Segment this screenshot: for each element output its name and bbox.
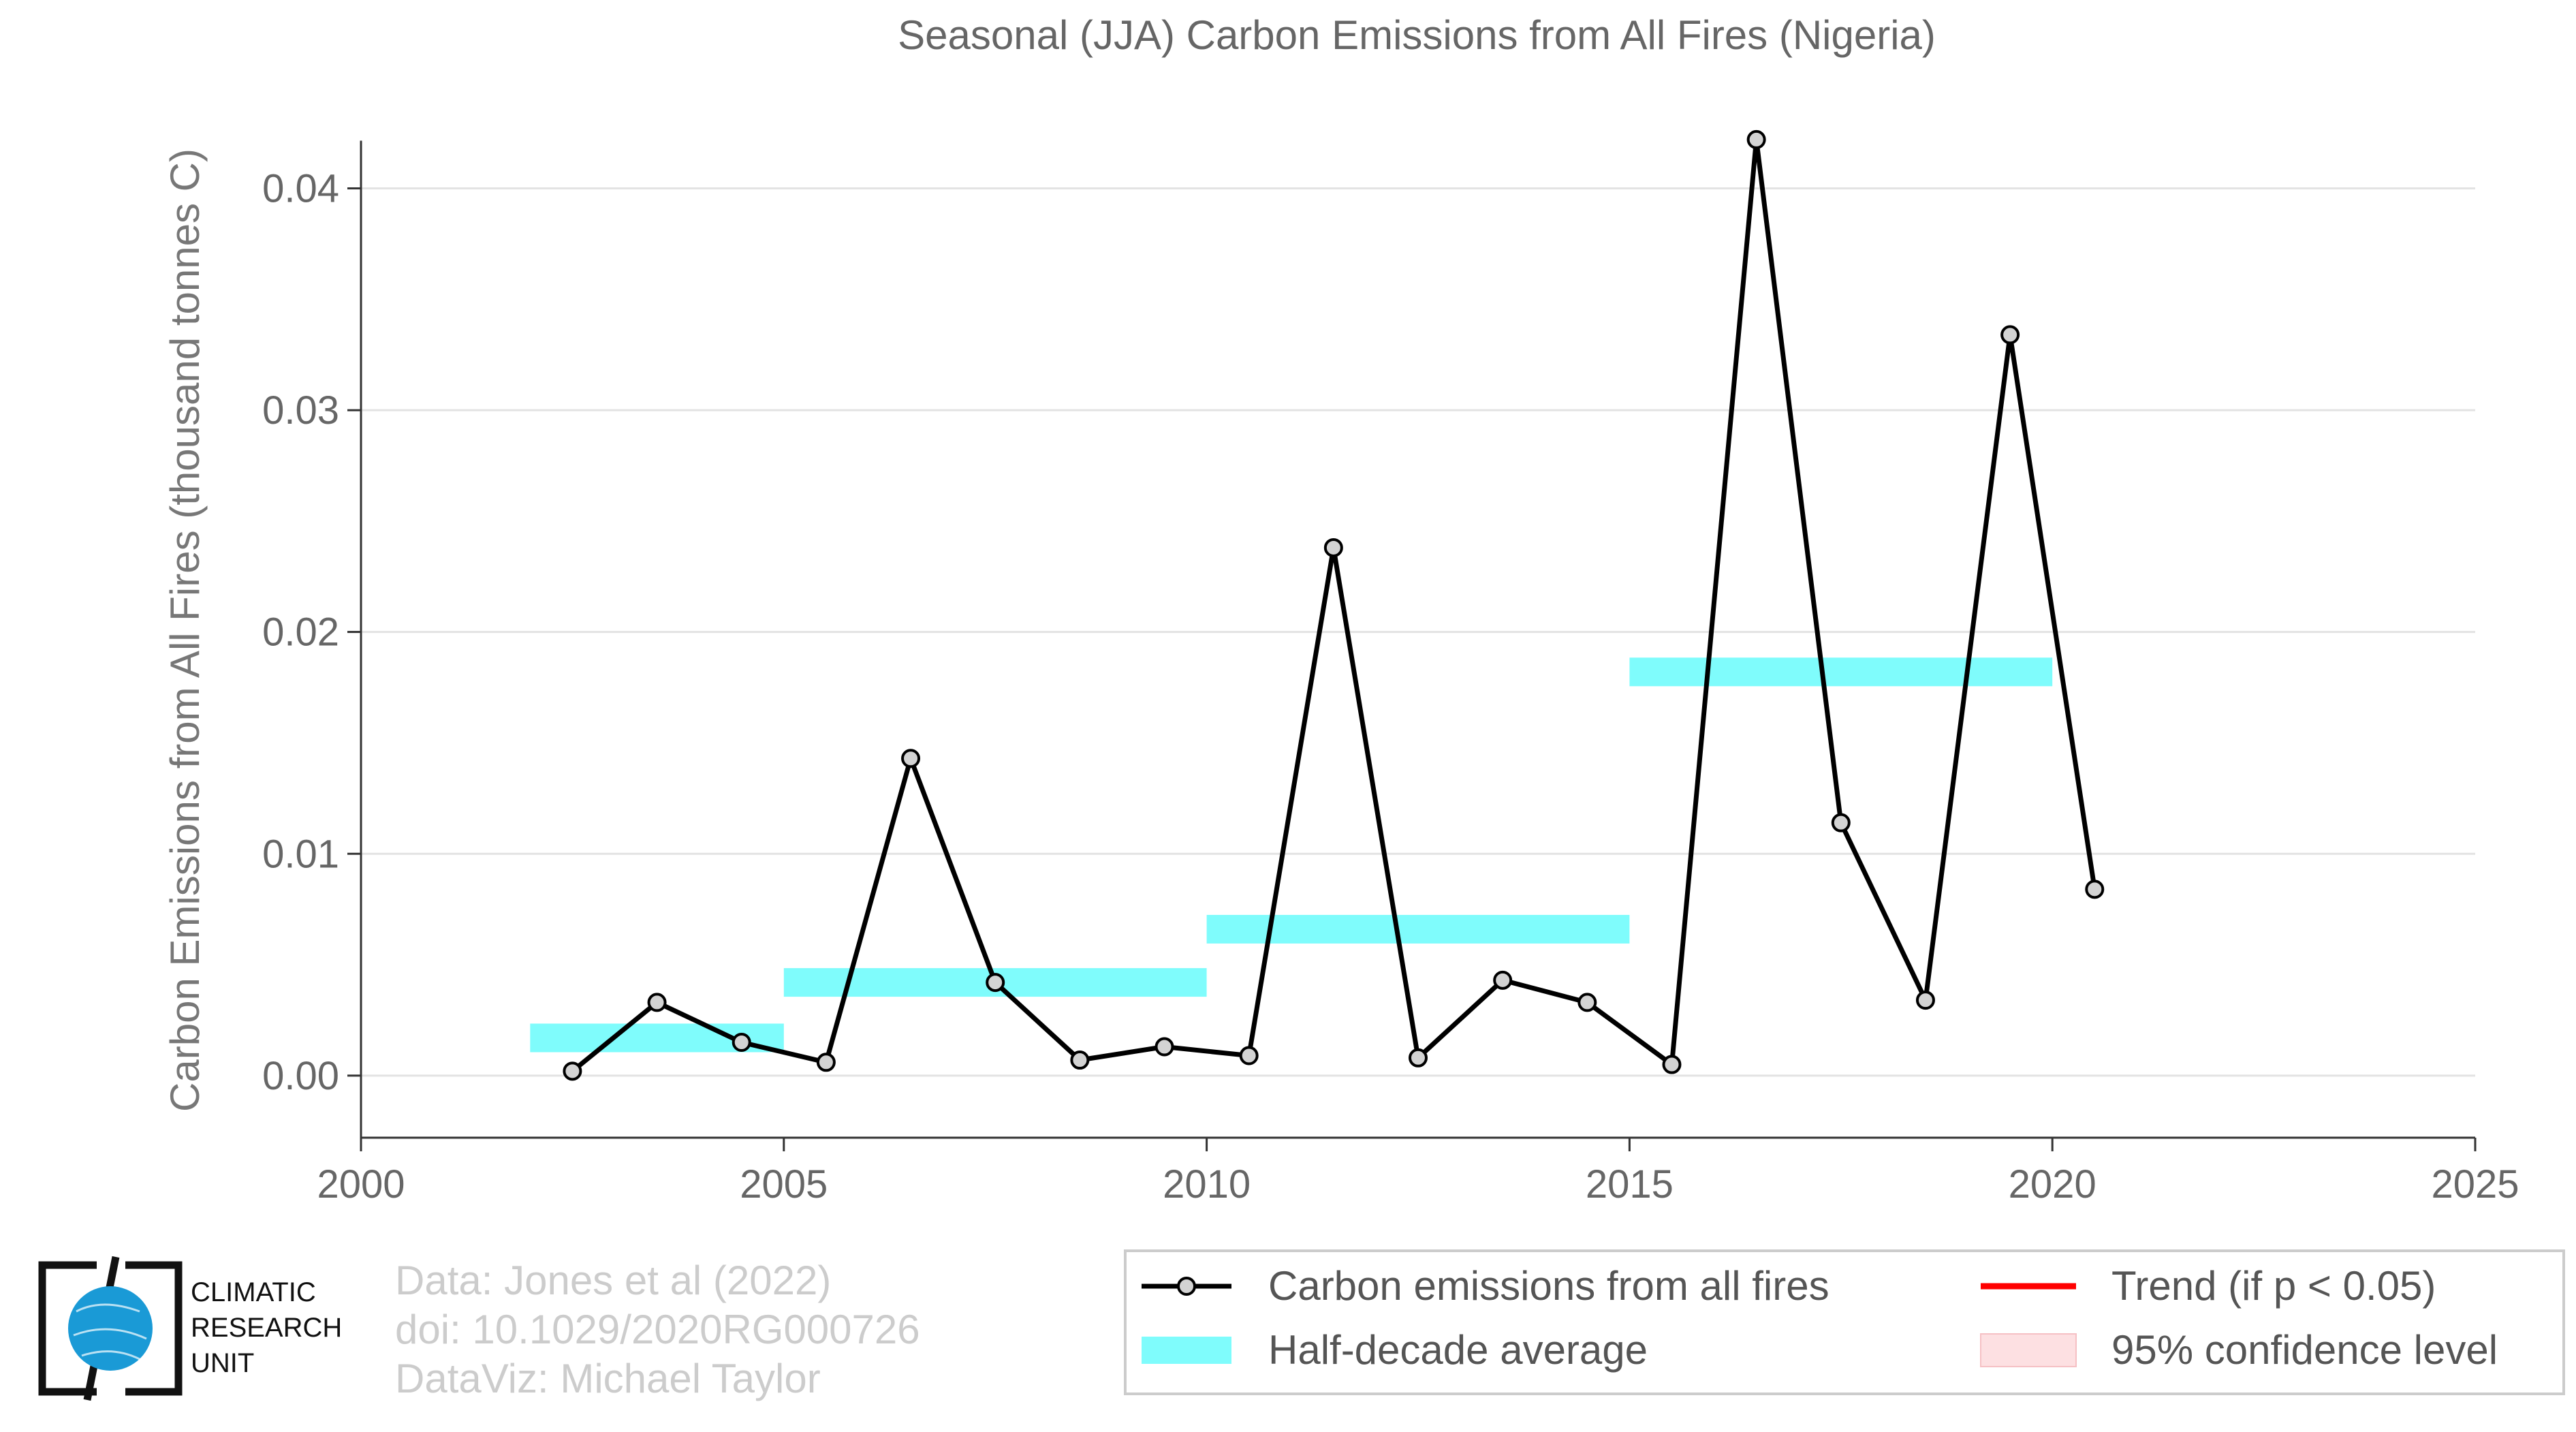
- axes: 0.00 0.01 0.02 0.03 0.04 2000 2005 2010 2015 2020…: [262, 140, 2519, 1207]
- x-tick-label: 2020: [2009, 1162, 2096, 1207]
- credits: Data: Jones et al (2022) doi: 10.1029/20…: [395, 1258, 920, 1401]
- cru-logo: CLIMATIC RESEARCH UNIT: [38, 1256, 342, 1401]
- y-tick-label: 0.03: [262, 388, 339, 433]
- logo-text-line3: UNIT: [191, 1348, 254, 1378]
- legend-label-half-decade-average: Half-decade average: [1268, 1327, 1648, 1373]
- x-tick-label: 2015: [1586, 1162, 1674, 1207]
- data-point: [816, 1053, 836, 1072]
- data-point: [1070, 1050, 1090, 1070]
- y-tick-label: 0.02: [262, 610, 339, 655]
- data-point: [1915, 991, 1935, 1010]
- logo-text-line2: RESEARCH: [191, 1313, 342, 1343]
- x-tick-label: 2025: [2431, 1162, 2519, 1207]
- legend-marker-symbol: [1177, 1277, 1196, 1296]
- data-point: [1493, 970, 1513, 990]
- data-point: [2085, 880, 2105, 899]
- x-tick-label: 2000: [317, 1162, 405, 1207]
- legend-box: [1124, 1249, 2565, 1395]
- logo-text-line1: CLIMATIC: [191, 1277, 316, 1307]
- half-decade-average-bands: [530, 657, 2053, 1053]
- half-decade-band: [1629, 657, 2053, 687]
- globe-swirl-icon: [73, 1303, 147, 1360]
- credits-data: Data: Jones et al (2022): [395, 1258, 831, 1303]
- data-point: [1831, 813, 1851, 832]
- data-point: [901, 749, 921, 768]
- series-carbon-emissions: [563, 129, 2105, 1081]
- legend-label-confidence: 95% confidence level: [2111, 1327, 2498, 1373]
- data-point: [1239, 1046, 1259, 1065]
- y-tick-label: 0.01: [262, 832, 339, 876]
- data-point: [1746, 129, 1766, 149]
- half-decade-band: [1206, 914, 1630, 944]
- data-point: [986, 973, 1005, 993]
- data-point: [732, 1033, 751, 1052]
- gridlines: [361, 187, 2475, 1077]
- y-axis-label: Carbon Emissions from All Fires (thousan…: [162, 149, 208, 1112]
- data-point: [1662, 1055, 1682, 1074]
- data-point: [1409, 1048, 1428, 1068]
- x-tick-label: 2010: [1163, 1162, 1251, 1207]
- data-point: [1155, 1037, 1174, 1057]
- x-tick-label: 2005: [740, 1162, 828, 1207]
- legend: Carbon emissions from all fires Half-dec…: [1124, 1249, 2565, 1395]
- data-point: [1577, 993, 1597, 1012]
- credits-doi: doi: 10.1029/2020RG000726: [395, 1307, 920, 1352]
- data-point: [647, 993, 667, 1012]
- legend-band-symbol: [1142, 1337, 1231, 1364]
- credits-dataviz: DataViz: Michael Taylor: [395, 1356, 821, 1401]
- data-point: [563, 1061, 582, 1081]
- data-point: [2000, 325, 2020, 345]
- y-tick-label: 0.00: [262, 1054, 339, 1098]
- legend-confidence-symbol: [1980, 1333, 2077, 1367]
- chart-title: Seasonal (JJA) Carbon Emissions from All…: [898, 12, 1936, 58]
- y-tick-label: 0.04: [262, 167, 339, 211]
- data-point: [1323, 538, 1343, 557]
- legend-label-carbon-emissions: Carbon emissions from all fires: [1268, 1263, 1829, 1309]
- legend-label-trend: Trend (if p < 0.05): [2111, 1263, 2436, 1309]
